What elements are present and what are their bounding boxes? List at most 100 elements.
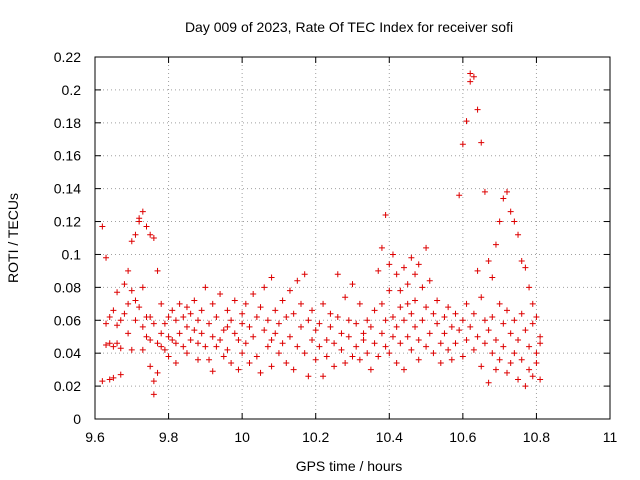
data-point — [426, 330, 433, 337]
data-point — [386, 261, 393, 268]
data-point — [386, 350, 393, 357]
data-point — [360, 330, 367, 337]
data-point — [415, 356, 422, 363]
y-tick-label: 0.12 — [54, 214, 81, 230]
data-point — [143, 333, 150, 340]
data-point — [327, 323, 334, 330]
data-point — [224, 307, 231, 314]
data-point — [356, 300, 363, 307]
data-point — [353, 320, 360, 327]
data-point — [231, 297, 238, 304]
y-tick-label: 0.08 — [54, 279, 81, 295]
data-point — [404, 333, 411, 340]
data-point — [496, 300, 503, 307]
data-point — [434, 320, 441, 327]
data-point — [172, 360, 179, 367]
data-point — [327, 310, 334, 317]
data-point — [286, 287, 293, 294]
data-point — [165, 353, 172, 360]
data-point — [320, 373, 327, 380]
data-point — [526, 343, 533, 350]
data-point — [309, 307, 316, 314]
data-point — [382, 317, 389, 324]
data-point — [500, 195, 507, 202]
data-point — [253, 313, 260, 320]
data-point — [507, 360, 514, 367]
data-point — [367, 323, 374, 330]
data-point — [231, 330, 238, 337]
data-point — [305, 373, 312, 380]
data-point — [198, 307, 205, 314]
data-point — [537, 376, 544, 383]
data-point — [128, 346, 135, 353]
data-point — [176, 300, 183, 307]
data-point — [485, 327, 492, 334]
data-point — [511, 317, 518, 324]
data-point — [301, 350, 308, 357]
data-point — [242, 340, 249, 347]
data-point — [331, 340, 338, 347]
x-tick-label: 11 — [603, 429, 618, 445]
data-point — [349, 353, 356, 360]
data-point — [485, 379, 492, 386]
y-tick-label: 0.04 — [54, 345, 81, 361]
data-point — [470, 310, 477, 317]
chart-title: Day 009 of 2023, Rate Of TEC Index for r… — [185, 19, 513, 35]
data-point — [500, 320, 507, 327]
data-point — [518, 356, 525, 363]
data-point — [401, 317, 407, 324]
data-point — [467, 78, 474, 85]
data-point — [408, 254, 415, 261]
data-point — [235, 366, 242, 373]
data-point — [110, 374, 117, 381]
data-point — [496, 356, 503, 363]
data-point — [448, 356, 455, 363]
data-point — [371, 340, 378, 347]
data-point — [132, 317, 139, 324]
data-point — [195, 317, 201, 324]
data-point — [235, 337, 242, 344]
data-point — [401, 264, 407, 271]
data-point — [441, 330, 448, 337]
data-point — [437, 360, 444, 367]
data-point — [511, 218, 518, 225]
data-point — [371, 307, 378, 314]
data-point — [106, 340, 113, 347]
data-point — [272, 307, 279, 314]
y-tick-label: 0 — [73, 411, 81, 427]
data-point — [128, 287, 135, 294]
data-point — [209, 333, 216, 340]
data-point — [125, 267, 132, 274]
x-tick-label: 10.4 — [376, 429, 403, 445]
data-point — [150, 235, 157, 241]
data-point — [397, 287, 404, 294]
data-point — [367, 366, 374, 373]
data-point — [448, 323, 455, 330]
data-point — [312, 356, 319, 363]
data-point — [430, 350, 437, 357]
data-point — [419, 317, 426, 324]
data-point — [338, 346, 345, 353]
data-point — [272, 330, 279, 337]
y-tick-label: 0.16 — [54, 148, 81, 164]
data-point — [206, 320, 213, 327]
data-point — [504, 307, 510, 314]
data-point — [375, 353, 382, 360]
data-point — [504, 188, 510, 195]
data-point — [478, 294, 485, 301]
data-point — [268, 274, 275, 281]
data-point — [474, 333, 481, 340]
data-point — [114, 289, 121, 296]
data-point — [364, 350, 371, 357]
data-point — [283, 360, 290, 367]
data-point — [478, 363, 485, 370]
data-point — [481, 188, 488, 195]
data-point — [397, 304, 404, 311]
data-point — [342, 360, 349, 367]
data-point — [507, 208, 514, 215]
data-point — [206, 356, 213, 363]
data-point — [489, 350, 496, 357]
data-point — [430, 310, 437, 317]
data-point — [526, 284, 533, 291]
data-point — [441, 313, 448, 320]
